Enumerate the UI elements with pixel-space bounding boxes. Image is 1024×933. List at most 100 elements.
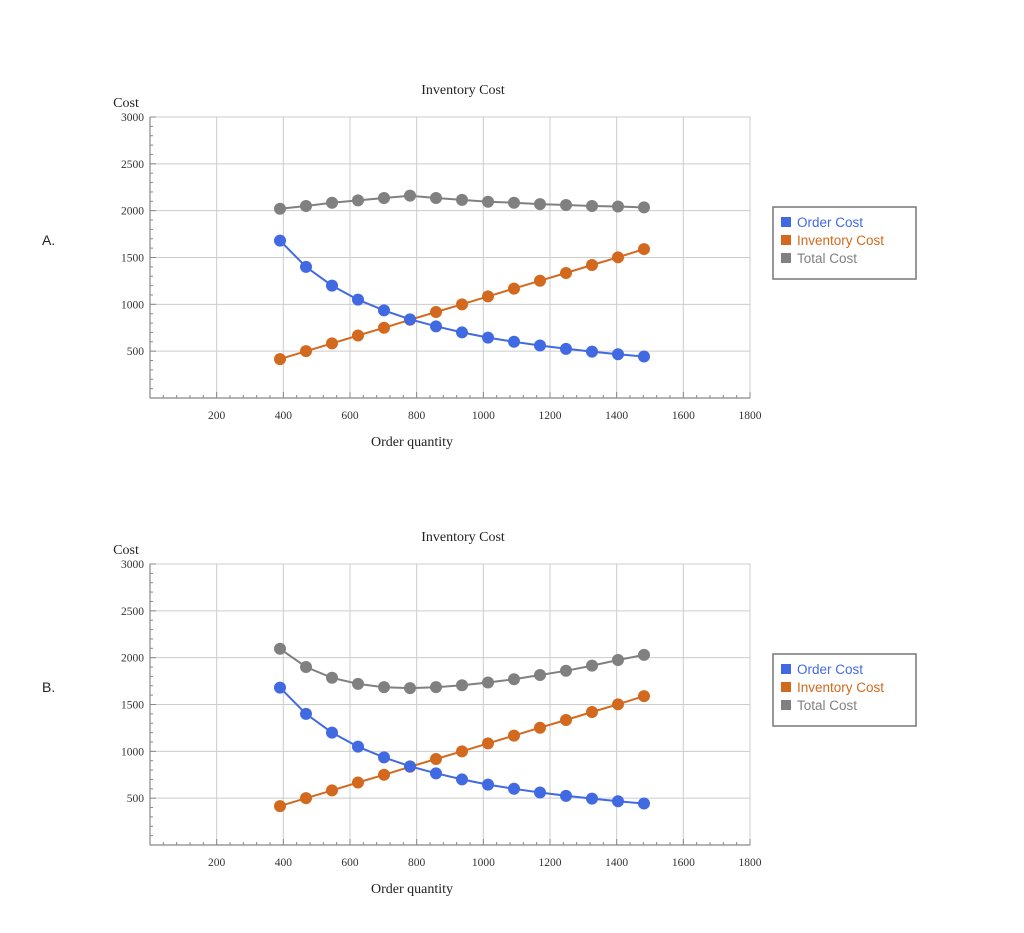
- inventory-cost-point: [508, 282, 520, 295]
- y-tick-label: 2000: [121, 653, 144, 665]
- chart-title: Inventory Cost: [421, 530, 505, 545]
- inventory-cost-point: [352, 329, 364, 342]
- x-tick-label: 1600: [672, 857, 695, 869]
- y-tick-label: 1000: [121, 299, 144, 311]
- x-tick-label: 800: [408, 857, 426, 869]
- y-tick-label: 500: [127, 793, 145, 805]
- order-cost-point: [404, 760, 416, 773]
- y-axis-title: Cost: [113, 96, 139, 111]
- y-axis-title: Cost: [113, 543, 139, 558]
- x-tick-label: 1200: [539, 857, 562, 869]
- x-tick-label: 200: [208, 857, 226, 869]
- order-cost-point: [534, 786, 546, 799]
- chart-panel-b: B. Inventory Cost Cost Order quantity 200 40…: [0, 507, 1024, 927]
- inventory-cost-legend-label: Inventory Cost: [797, 680, 884, 695]
- inventory-cost-point: [274, 353, 286, 366]
- order-cost-point: [300, 260, 312, 273]
- inventory-cost-legend-label: Inventory Cost: [797, 233, 884, 248]
- inventory-cost-point: [352, 776, 364, 789]
- total-cost-point: [456, 193, 468, 206]
- y-tick-label: 1500: [121, 700, 144, 712]
- y-tick-label: 2500: [121, 159, 144, 171]
- total-cost-point: [274, 642, 286, 655]
- x-tick-label: 1800: [739, 857, 762, 869]
- total-cost-legend-label: Total Cost: [797, 698, 857, 713]
- inventory-cost-point: [430, 753, 442, 766]
- total-cost-legend-label: Total Cost: [797, 251, 857, 266]
- total-cost-point: [352, 677, 364, 690]
- x-tick-label: 1400: [605, 410, 628, 422]
- inventory-cost-point: [326, 337, 338, 350]
- y-tick-label: 2000: [121, 206, 144, 218]
- order-cost-point: [638, 797, 650, 810]
- inventory-cost-point: [638, 243, 650, 256]
- option-label-b: B.: [42, 679, 56, 695]
- total-cost-point: [378, 681, 390, 694]
- y-tick-label: 3000: [121, 112, 144, 124]
- total-cost-point: [326, 196, 338, 209]
- total-cost-point: [352, 194, 364, 207]
- inventory-cost-point: [456, 298, 468, 311]
- inventory-cost-point: [326, 784, 338, 797]
- inventory-cost-legend-swatch: [781, 682, 791, 692]
- total-cost-point: [612, 200, 624, 213]
- inventory-cost-point: [456, 745, 468, 758]
- total-cost-point: [378, 192, 390, 205]
- order-cost-point: [326, 726, 338, 739]
- inventory-cost-legend-swatch: [781, 235, 791, 245]
- inventory-cost-point: [508, 729, 520, 742]
- inventory-cost-point: [482, 737, 494, 750]
- order-cost-point: [378, 751, 390, 764]
- total-cost-point: [482, 676, 494, 689]
- inventory-cost-point: [560, 266, 572, 279]
- inventory-cost-point: [638, 690, 650, 703]
- order-cost-point: [508, 782, 520, 795]
- total-cost-point: [586, 199, 598, 212]
- x-tick-label: 1000: [472, 410, 495, 422]
- x-tick-label: 600: [341, 857, 359, 869]
- chart-panel-a: A. Inventory Cost Cost Order quantity 200 40…: [0, 60, 1024, 480]
- inventory-cost-chart-b: Inventory Cost Cost Order quantity 200 400 60…: [113, 530, 917, 897]
- order-cost-point: [430, 320, 442, 333]
- order-cost-point: [274, 681, 286, 694]
- x-tick-label: 400: [275, 857, 293, 869]
- total-cost-point: [326, 671, 338, 684]
- inventory-cost-point: [274, 800, 286, 813]
- order-cost-legend-swatch: [781, 664, 791, 674]
- inventory-cost-point: [586, 705, 598, 718]
- y-tick-label: 2500: [121, 606, 144, 618]
- total-cost-point: [638, 648, 650, 661]
- inventory-cost-point: [482, 290, 494, 303]
- order-cost-legend-label: Order Cost: [797, 662, 863, 677]
- order-cost-point: [352, 293, 364, 306]
- order-cost-point: [638, 350, 650, 363]
- legend-box: [772, 206, 917, 280]
- option-label-a: A.: [42, 232, 56, 248]
- x-axis-title: Order quantity: [371, 882, 453, 897]
- order-cost-point: [560, 342, 572, 355]
- order-cost-legend-swatch: [781, 217, 791, 227]
- order-cost-point: [300, 707, 312, 720]
- total-cost-point: [404, 189, 416, 202]
- total-cost-point: [508, 673, 520, 686]
- total-cost-point: [638, 201, 650, 214]
- total-cost-point: [534, 198, 546, 211]
- total-cost-point: [560, 199, 572, 212]
- legend-box: [772, 653, 917, 727]
- total-cost-point: [482, 195, 494, 208]
- total-cost-point: [300, 199, 312, 212]
- order-cost-point: [482, 778, 494, 791]
- order-cost-point: [274, 234, 286, 247]
- order-cost-point: [560, 789, 572, 802]
- order-cost-point: [456, 773, 468, 786]
- x-tick-label: 1200: [539, 410, 562, 422]
- order-cost-point: [352, 740, 364, 753]
- y-tick-label: 3000: [121, 559, 144, 571]
- order-cost-point: [508, 335, 520, 348]
- order-cost-point: [612, 348, 624, 361]
- x-tick-label: 1000: [472, 857, 495, 869]
- order-cost-point: [482, 331, 494, 344]
- inventory-cost-point: [534, 721, 546, 734]
- total-cost-point: [274, 202, 286, 215]
- order-cost-point: [534, 339, 546, 352]
